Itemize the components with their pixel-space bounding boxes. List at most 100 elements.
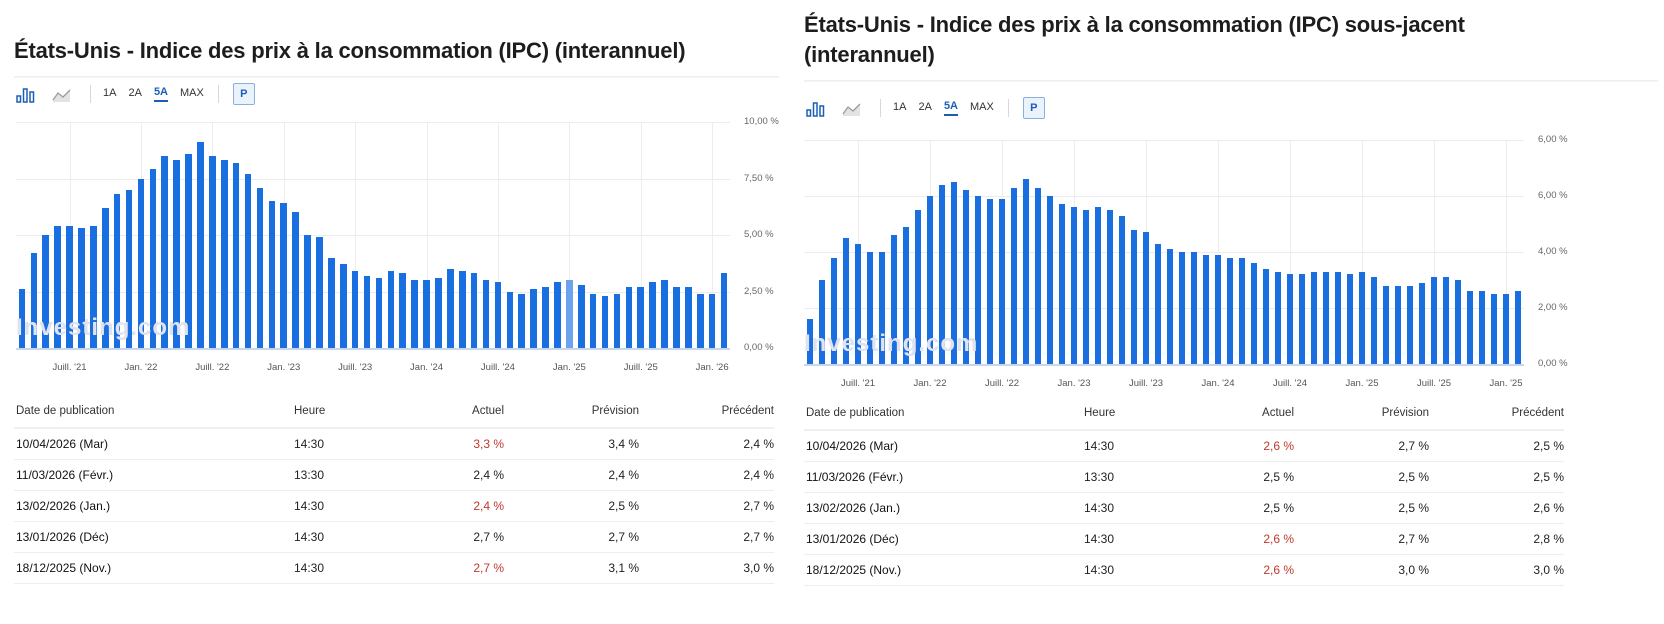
chart-bar[interactable] — [470, 273, 478, 348]
chart-bar[interactable] — [18, 289, 26, 348]
chart-bar[interactable] — [363, 275, 371, 348]
chart-bar[interactable] — [1430, 277, 1438, 364]
chart-bar[interactable] — [914, 210, 922, 364]
chart-bar[interactable] — [974, 196, 982, 364]
chart-bar[interactable] — [482, 280, 490, 348]
line-chart-icon[interactable] — [52, 85, 74, 103]
chart-bar[interactable] — [1094, 207, 1102, 364]
chart-bar[interactable] — [613, 293, 621, 348]
chart-bar[interactable] — [54, 225, 61, 348]
chart-bar[interactable] — [1214, 254, 1222, 364]
chart-bar[interactable] — [1490, 294, 1498, 364]
chart-bar[interactable] — [950, 182, 958, 364]
chart-bar[interactable] — [542, 286, 549, 348]
chart-bar[interactable] — [506, 291, 514, 348]
chart-bar[interactable] — [244, 173, 252, 348]
chart-bar[interactable] — [577, 284, 585, 348]
chart-bar[interactable] — [1394, 285, 1402, 364]
table-row[interactable]: 11/03/2026 (Févr.) 13:30 2,4 % 2,4 % 2,4 % — [14, 459, 774, 491]
chart-bar[interactable] — [1334, 271, 1342, 364]
chart-bar[interactable] — [90, 225, 97, 348]
chart-bar[interactable] — [601, 296, 609, 348]
chart-bar[interactable] — [268, 201, 276, 348]
chart-bar[interactable] — [1226, 257, 1234, 364]
chart-bar[interactable] — [1106, 210, 1114, 364]
chart-bar[interactable] — [637, 286, 644, 348]
chart-bar[interactable] — [1022, 179, 1030, 364]
chart-bar[interactable] — [830, 257, 838, 364]
chart-bar[interactable] — [696, 293, 704, 348]
range-max[interactable]: MAX — [970, 101, 994, 113]
chart-bar[interactable] — [708, 293, 716, 348]
chart-bar[interactable] — [66, 225, 73, 348]
p-toggle-button[interactable]: P — [232, 83, 255, 105]
chart-bar[interactable] — [1478, 291, 1486, 364]
chart-bar[interactable] — [125, 189, 133, 348]
chart-bar[interactable] — [351, 271, 359, 348]
chart-bar[interactable] — [197, 142, 204, 348]
table-row[interactable]: 18/12/2025 (Nov.) 14:30 2,7 % 3,1 % 3,0 % — [14, 552, 774, 584]
chart-bar[interactable] — [494, 282, 502, 348]
chart-bar[interactable] — [1442, 277, 1450, 364]
line-chart-icon[interactable] — [842, 99, 864, 117]
chart-bar[interactable] — [1370, 277, 1378, 364]
chart-bar[interactable] — [1514, 291, 1522, 364]
bar-chart-icon[interactable] — [806, 99, 828, 117]
chart-bar[interactable] — [423, 280, 430, 348]
chart-bar[interactable] — [458, 271, 466, 348]
chart-bar[interactable] — [1274, 271, 1282, 364]
chart-bar[interactable] — [42, 235, 49, 348]
table-row[interactable]: 13/02/2026 (Jan.) 14:30 2,4 % 2,5 % 2,7 % — [14, 490, 774, 522]
chart-bar[interactable] — [902, 226, 910, 364]
chart-bar[interactable] — [1082, 210, 1090, 364]
chart-bar[interactable] — [256, 187, 264, 348]
chart-bar[interactable] — [1142, 232, 1150, 364]
chart-bar[interactable] — [173, 160, 180, 348]
chart-bar[interactable] — [518, 293, 525, 348]
chart-bar[interactable] — [1262, 268, 1270, 364]
chart-bar[interactable] — [1250, 263, 1258, 364]
chart-bar[interactable] — [673, 286, 680, 348]
chart-bar[interactable] — [1010, 187, 1018, 364]
chart-bar[interactable] — [1166, 249, 1174, 364]
chart-bar[interactable] — [399, 273, 406, 348]
chart-bar[interactable] — [1382, 285, 1390, 364]
chart-bar[interactable] — [1046, 196, 1054, 364]
chart-bar[interactable] — [589, 293, 597, 348]
chart-bar[interactable] — [1034, 187, 1042, 364]
table-row[interactable]: 18/12/2025 (Nov.) 14:30 2,6 % 3,0 % 3,0 % — [804, 554, 1564, 586]
chart-bar[interactable] — [685, 286, 692, 348]
chart-bar[interactable] — [339, 264, 347, 348]
chart-bar[interactable] — [1070, 207, 1078, 364]
chart-bar[interactable] — [232, 162, 240, 348]
chart-bar[interactable] — [1466, 291, 1474, 364]
chart-bar[interactable] — [661, 280, 668, 348]
chart-bar[interactable] — [30, 253, 38, 348]
chart-bar[interactable] — [806, 319, 814, 364]
chart-bar[interactable] — [962, 190, 970, 364]
chart-bar[interactable] — [720, 273, 728, 348]
chart-bar[interactable] — [220, 160, 228, 348]
chart-bar[interactable] — [1502, 294, 1510, 364]
table-row[interactable]: 10/04/2026 (Mar) 14:30 2,6 % 2,7 % 2,5 % — [804, 430, 1564, 462]
chart-bar[interactable] — [161, 155, 168, 348]
range-1a[interactable]: 1A — [103, 87, 117, 99]
chart-bar[interactable] — [292, 212, 299, 348]
chart-bar[interactable] — [938, 184, 946, 364]
chart-bar[interactable] — [866, 252, 874, 364]
chart-bar[interactable] — [1178, 252, 1186, 364]
chart-bar[interactable] — [1130, 229, 1138, 364]
chart-bar[interactable] — [1322, 271, 1330, 364]
table-row[interactable]: 13/01/2026 (Déc) 14:30 2,6 % 2,7 % 2,8 % — [804, 523, 1564, 555]
chart-bar[interactable] — [1118, 215, 1126, 364]
range-5a[interactable]: 5A — [943, 100, 958, 116]
chart-bar[interactable] — [625, 286, 633, 348]
chart-bar[interactable] — [1202, 254, 1210, 364]
chart-bar[interactable] — [1310, 271, 1318, 364]
chart-bar[interactable] — [649, 282, 656, 348]
chart-bar[interactable] — [1418, 282, 1426, 364]
range-2a[interactable]: 2A — [128, 87, 142, 99]
chart-bar[interactable] — [1406, 285, 1414, 364]
chart-bar[interactable] — [328, 257, 335, 348]
chart-bar[interactable] — [926, 196, 934, 364]
